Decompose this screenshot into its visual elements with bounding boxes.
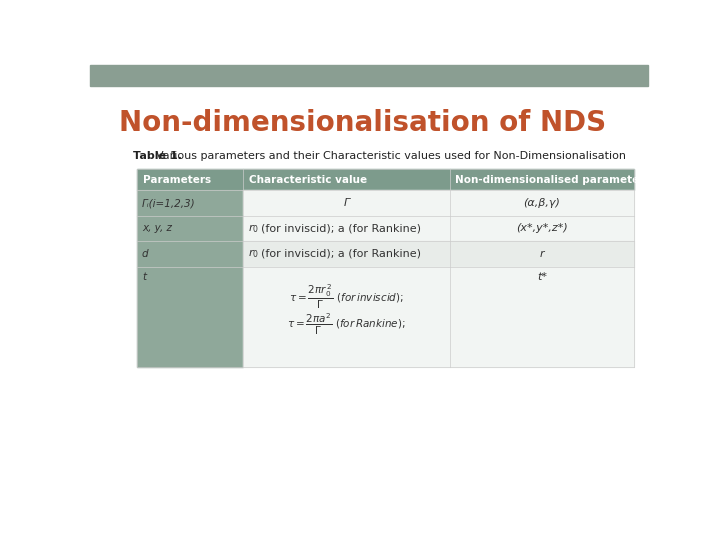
Text: Table 1.: Table 1. — [132, 151, 181, 161]
Bar — [138, 241, 243, 267]
Bar — [449, 168, 634, 190]
Text: (α,β,γ): (α,β,γ) — [523, 198, 560, 208]
Text: t: t — [142, 272, 146, 282]
Text: Γᵢ(i=1,2,3): Γᵢ(i=1,2,3) — [142, 198, 196, 208]
Text: d: d — [142, 249, 148, 259]
Bar — [90, 65, 648, 86]
Text: r: r — [539, 249, 544, 259]
Text: $r_0$: $r_0$ — [248, 247, 259, 260]
Text: $r_0$: $r_0$ — [248, 222, 259, 235]
Bar — [449, 190, 634, 215]
Bar — [138, 168, 243, 190]
Bar — [138, 190, 243, 215]
Text: Non-dimensionalisation of NDS: Non-dimensionalisation of NDS — [120, 109, 606, 137]
Bar — [449, 215, 634, 241]
Bar — [243, 241, 449, 267]
Text: $\tau = \dfrac{2\pi a^2}{\Gamma}\ (for\,Rankine);$: $\tau = \dfrac{2\pi a^2}{\Gamma}\ (for\,… — [287, 312, 406, 337]
Bar — [243, 267, 449, 367]
Bar — [449, 241, 634, 267]
Bar — [243, 190, 449, 215]
Text: t*: t* — [537, 272, 546, 282]
Bar — [243, 215, 449, 241]
Text: Non-dimensionalised parameters: Non-dimensionalised parameters — [455, 174, 651, 185]
Text: Γ: Γ — [343, 198, 350, 208]
Text: $\tau = \dfrac{2\pi r_0^{\,2}}{\Gamma}\ (for\,inviscid);$: $\tau = \dfrac{2\pi r_0^{\,2}}{\Gamma}\ … — [289, 282, 404, 310]
Text: Characteristic value: Characteristic value — [249, 174, 367, 185]
Text: Various parameters and their Characteristic values used for Non-Dimensionalisati: Various parameters and their Characteris… — [156, 151, 626, 161]
Text: x, y, z: x, y, z — [142, 224, 172, 233]
Bar — [449, 267, 634, 367]
Text: (for inviscid); a (for Rankine): (for inviscid); a (for Rankine) — [261, 249, 421, 259]
Bar — [243, 168, 449, 190]
Bar — [138, 267, 243, 367]
Bar — [138, 215, 243, 241]
Text: (x*,y*,z*): (x*,y*,z*) — [516, 224, 567, 233]
Text: (for inviscid); a (for Rankine): (for inviscid); a (for Rankine) — [261, 224, 421, 233]
Text: Parameters: Parameters — [143, 174, 211, 185]
